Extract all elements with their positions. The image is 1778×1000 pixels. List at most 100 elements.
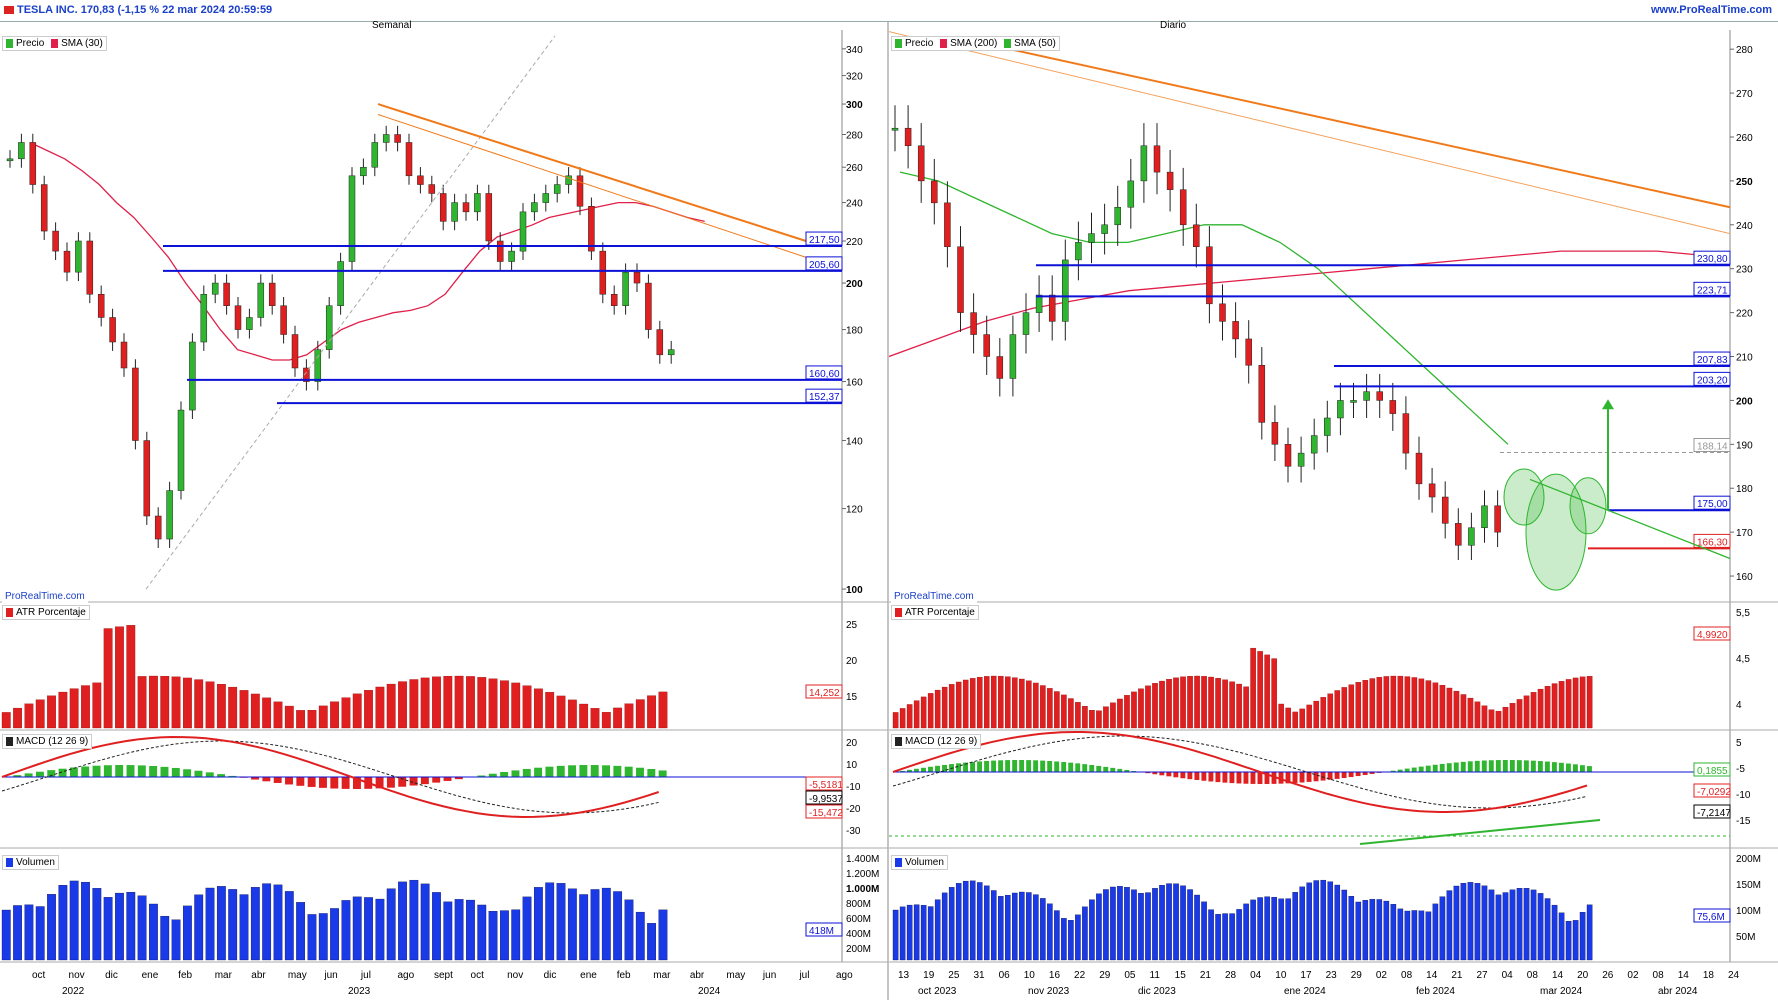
right-x-tick-label: 17 — [1300, 970, 1312, 981]
right-volume-bar — [1257, 897, 1263, 961]
right-atr-bar — [1397, 675, 1404, 729]
right-macd-hist — [977, 761, 983, 772]
right-atr-bar — [1075, 702, 1081, 729]
left-candle — [542, 193, 550, 203]
left-volume-bar — [420, 883, 430, 961]
legend-label: SMA (200) — [950, 38, 998, 49]
left-volume-bar — [511, 909, 521, 961]
left-macd-hist — [115, 765, 124, 777]
right-month-label: abr 2024 — [1658, 986, 1698, 997]
right-atr-bar — [1516, 699, 1523, 729]
right-price-tick-label: 210 — [1736, 353, 1753, 364]
right-level-label: 166,30 — [1697, 537, 1728, 548]
left-candle — [645, 282, 652, 330]
right-atr-bar — [1138, 688, 1144, 729]
right-macd-hist — [1089, 765, 1095, 772]
right-macd-hist — [1572, 764, 1578, 772]
right-atr-bar — [1460, 694, 1467, 729]
right-macd-hist — [1355, 772, 1361, 777]
right-atr-bar — [1362, 680, 1369, 729]
left-x-tick-label: jun — [323, 970, 337, 981]
right-atr-bar — [962, 679, 969, 729]
legend-label: ATR Porcentaje — [905, 607, 975, 618]
right-volume-bar — [927, 906, 934, 961]
right-price-tick-label: 220 — [1736, 309, 1753, 320]
right-x-tick-label: 06 — [999, 970, 1011, 981]
right-macd-hist — [1481, 760, 1487, 772]
right-atr-bar — [1012, 677, 1018, 729]
price-swatch-icon — [895, 38, 902, 48]
right-macd-hist — [921, 767, 926, 772]
right-macd-hist — [1411, 767, 1417, 772]
left-atr-bar — [69, 688, 79, 729]
left-x-tick-label: nov — [69, 970, 85, 981]
left-level-label-box — [805, 365, 843, 380]
left-candle — [508, 250, 515, 262]
left-atr-bar — [126, 625, 136, 729]
right-macd-hist — [1257, 772, 1263, 784]
left-volume-bar — [228, 889, 238, 961]
right-macd-hist — [1369, 772, 1375, 774]
right-atr-tick-label: 4 — [1736, 700, 1742, 711]
left-x-tick-label: feb — [178, 970, 192, 981]
right-macd-hist — [1495, 760, 1501, 772]
left-atr-bar — [318, 705, 328, 729]
left-volume-value-box — [805, 922, 843, 937]
right-atr-bar — [892, 712, 899, 729]
pattern-ellipse-right-shoulder — [1569, 477, 1607, 535]
left-atr-bar — [545, 692, 555, 729]
right-atr-legend: ATR Porcentaje — [891, 605, 979, 620]
right-volume-bar — [1299, 886, 1305, 961]
right-volume-bar — [969, 880, 976, 961]
right-macd-tick-label: -10 — [1736, 790, 1751, 801]
right-candle — [1179, 189, 1187, 226]
right-month-label: ene 2024 — [1284, 986, 1326, 997]
left-candle — [166, 490, 173, 540]
left-macd-hist — [103, 765, 112, 777]
right-atr-bar — [1390, 675, 1397, 729]
right-atr-bar — [1369, 678, 1376, 729]
left-atr-bar — [341, 697, 351, 729]
chart-canvas[interactable]: 3403203002802602402202001801601401201002… — [0, 22, 1778, 1000]
legend-label: Volumen — [16, 857, 55, 868]
right-atr-bar — [1187, 676, 1193, 729]
right-candle — [1258, 365, 1266, 423]
right-candle — [1206, 246, 1213, 305]
left-x-tick-label: ago — [836, 970, 853, 981]
right-macd-hist — [928, 766, 933, 772]
left-candle — [519, 211, 527, 252]
left-price-tick-label: 120 — [846, 505, 863, 516]
right-macd-hist — [991, 760, 997, 772]
legend-label: MACD (12 26 9) — [905, 736, 978, 747]
legend-label: Precio — [905, 38, 934, 49]
right-atr-bar — [934, 689, 941, 729]
left-atr-bar — [194, 679, 204, 729]
left-volume-value: 418M — [809, 926, 834, 937]
sma-swatch-icon — [1004, 38, 1012, 48]
site-link[interactable]: www.ProRealTime.com — [1650, 4, 1772, 16]
right-macd-hist — [1460, 761, 1466, 772]
left-candle — [97, 293, 105, 318]
volume-swatch-icon — [6, 857, 13, 867]
left-atr-bar — [613, 707, 623, 729]
left-atr-bar — [488, 678, 498, 729]
left-price-tick-label: 220 — [846, 237, 863, 248]
left-candle — [337, 261, 344, 306]
right-volume-bar — [1201, 901, 1207, 961]
right-atr-bar — [941, 686, 948, 729]
right-volume-bar — [1138, 893, 1144, 961]
right-atr-bar — [1047, 688, 1053, 729]
right-x-tick-label: 08 — [1527, 970, 1539, 981]
left-volume-bar — [488, 910, 498, 961]
right-volume-bar — [1369, 899, 1376, 961]
left-atr-bar — [409, 679, 419, 729]
right-macd-hist — [1530, 760, 1536, 772]
left-volume-tick-label: 1.000M — [846, 884, 879, 895]
right-macd-hist — [1040, 760, 1046, 772]
right-candle — [1009, 334, 1017, 379]
left-candle — [177, 409, 185, 491]
right-volume-bar — [1348, 896, 1355, 961]
left-atr-bar — [58, 691, 68, 729]
right-x-tick-label: 13 — [898, 970, 910, 981]
left-atr-bar — [239, 690, 249, 729]
